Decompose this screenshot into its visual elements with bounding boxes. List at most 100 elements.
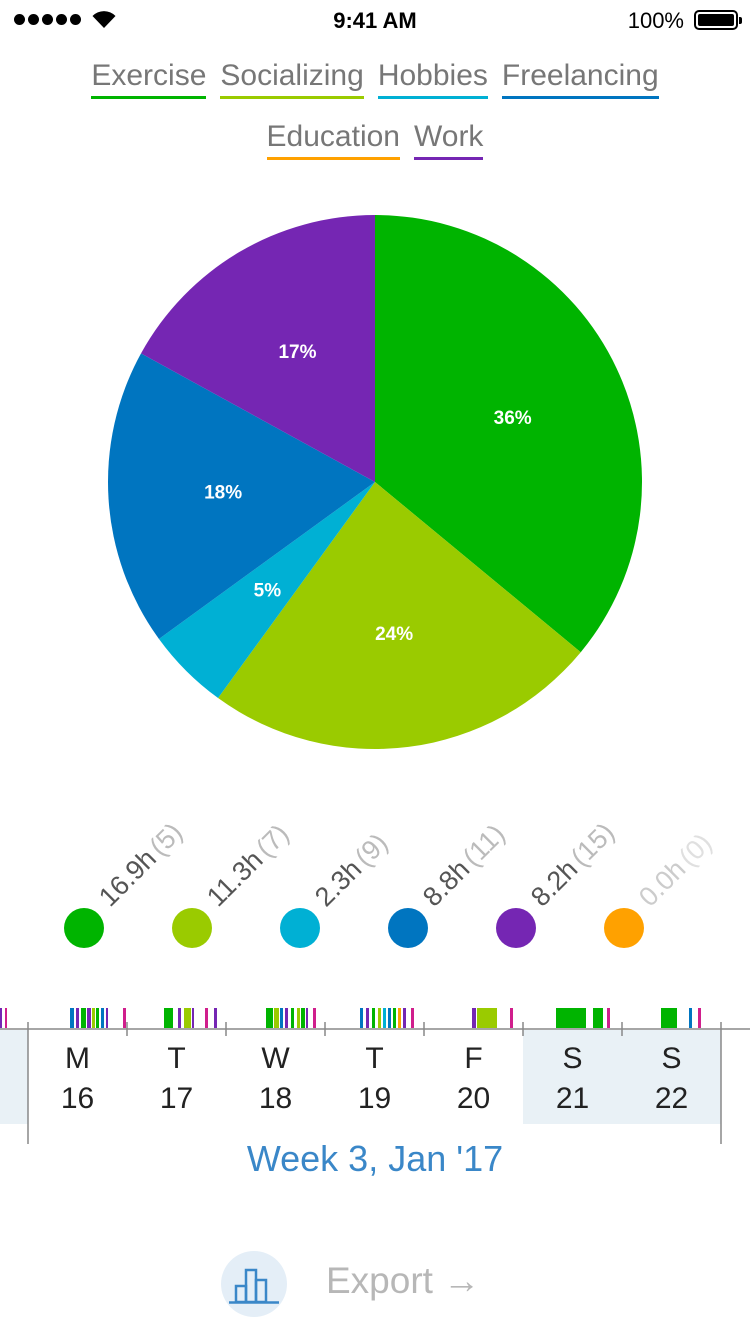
legend-item-hobbies[interactable]: Hobbies (377, 58, 488, 99)
bar-chart-icon (229, 1268, 279, 1304)
activity-mark (398, 1008, 401, 1028)
legend-item-education[interactable]: Education (266, 119, 400, 160)
activity-mark (192, 1008, 194, 1028)
category-totals: 16.9h(5)11.3h(7)2.3h(9)8.8h(11)8.2h(15)0… (64, 817, 718, 948)
activity-mark (81, 1008, 86, 1028)
total-dot[interactable] (172, 908, 212, 948)
day-letter[interactable]: S (562, 1042, 582, 1075)
status-time: 9:41 AM (333, 8, 417, 33)
pie-slice-work (141, 215, 375, 482)
activity-mark (593, 1008, 603, 1028)
activity-mark (178, 1008, 181, 1028)
activity-mark (274, 1008, 279, 1028)
prev-week-band (0, 1030, 28, 1124)
activity-mark (285, 1008, 288, 1028)
activity-mark (92, 1008, 95, 1028)
day-date[interactable]: 22 (655, 1082, 688, 1115)
total-count: (15) (565, 817, 620, 872)
wifi-icon (92, 11, 116, 28)
legend-item-exercise[interactable]: Exercise (91, 58, 207, 99)
activity-mark (5, 1008, 7, 1028)
activity-mark (306, 1008, 308, 1028)
activity-mark (184, 1008, 191, 1028)
activity-mark (661, 1008, 677, 1028)
total-label: 0.0h(0) (633, 828, 718, 913)
activity-mark (205, 1008, 208, 1028)
day-letter[interactable]: M (65, 1042, 90, 1075)
total-label: 8.2h(15) (525, 817, 620, 912)
activity-mark (101, 1008, 104, 1028)
activity-mark (411, 1008, 414, 1028)
day-letter[interactable]: S (661, 1042, 681, 1075)
day-letter[interactable]: T (167, 1042, 185, 1075)
pie-slice-hobbies (158, 482, 375, 699)
activity-mark (106, 1008, 108, 1028)
activity-mark (0, 1008, 2, 1028)
activity-mark (266, 1008, 273, 1028)
activity-mark (76, 1008, 79, 1028)
total-dot[interactable] (496, 908, 536, 948)
activity-mark (378, 1008, 381, 1028)
activity-mark (360, 1008, 363, 1028)
total-label: 8.8h(11) (417, 818, 511, 912)
activity-mark (556, 1008, 586, 1028)
weekend-band (523, 1030, 622, 1124)
total-count: (11) (457, 818, 511, 872)
activity-mark (607, 1008, 610, 1028)
activity-mark (689, 1008, 692, 1028)
activity-mark (301, 1008, 305, 1028)
pie-label-freelancing: 18% (204, 483, 242, 504)
battery-percent: 100% (627, 8, 684, 33)
activity-mark (393, 1008, 396, 1028)
total-label: 16.9h(5) (93, 817, 188, 912)
activity-mark (698, 1008, 701, 1028)
day-letter[interactable]: W (261, 1042, 290, 1075)
pie-label-socializing: 24% (375, 624, 413, 645)
activity-mark (383, 1008, 386, 1028)
total-hours: 8.8h (417, 854, 475, 912)
activity-mark (313, 1008, 316, 1028)
total-label: 11.3h(7) (201, 819, 295, 913)
week-label[interactable]: Week 3, Jan '17 (246, 1138, 504, 1179)
activity-mark (291, 1008, 294, 1028)
day-letter[interactable]: F (464, 1042, 482, 1075)
export-button[interactable]: Export → (326, 1260, 481, 1301)
day-date[interactable]: 18 (259, 1082, 292, 1115)
total-dot[interactable] (388, 908, 428, 948)
activity-mark (164, 1008, 173, 1028)
activity-mark (388, 1008, 391, 1028)
stats-button[interactable] (221, 1251, 287, 1317)
total-dot[interactable] (604, 908, 644, 948)
pie-slice-exercise (375, 215, 643, 653)
legend-item-socializing[interactable]: Socializing (220, 58, 364, 99)
activity-mark (70, 1008, 74, 1028)
activity-mark (280, 1008, 283, 1028)
legend-item-freelancing[interactable]: Freelancing (501, 58, 659, 99)
week-timeline[interactable]: M 16 T 17 W 18 T 19 F 20 S 21 S 22 (0, 996, 750, 1146)
pie-label-exercise: 36% (494, 408, 532, 429)
day-date[interactable]: 16 (61, 1082, 94, 1115)
activity-mark (510, 1008, 513, 1028)
total-hours: 2.3h (309, 854, 367, 912)
activity-mark (403, 1008, 406, 1028)
day-date[interactable]: 17 (160, 1082, 193, 1115)
day-letter[interactable]: T (365, 1042, 383, 1075)
status-bar: 9:41 AM 100% (0, 0, 750, 40)
activity-mark (123, 1008, 126, 1028)
activity-mark (472, 1008, 476, 1028)
day-date[interactable]: 21 (556, 1082, 589, 1115)
category-legend: Exercise Socializing Hobbies Freelancing Edu… (40, 58, 710, 160)
activity-mark (297, 1008, 300, 1028)
total-dot[interactable] (64, 908, 104, 948)
pie-slice-freelancing (108, 353, 375, 639)
legend-item-work[interactable]: Work (413, 119, 484, 160)
total-hours: 8.2h (525, 854, 583, 912)
day-date[interactable]: 19 (358, 1082, 391, 1115)
total-dot[interactable] (280, 908, 320, 948)
activity-mark (214, 1008, 217, 1028)
day-date[interactable]: 20 (457, 1082, 490, 1115)
pie-label-work: 17% (278, 342, 316, 363)
pie-label-hobbies: 5% (254, 581, 282, 602)
total-hours: 11.3h (201, 845, 269, 913)
activity-mark (477, 1008, 497, 1028)
